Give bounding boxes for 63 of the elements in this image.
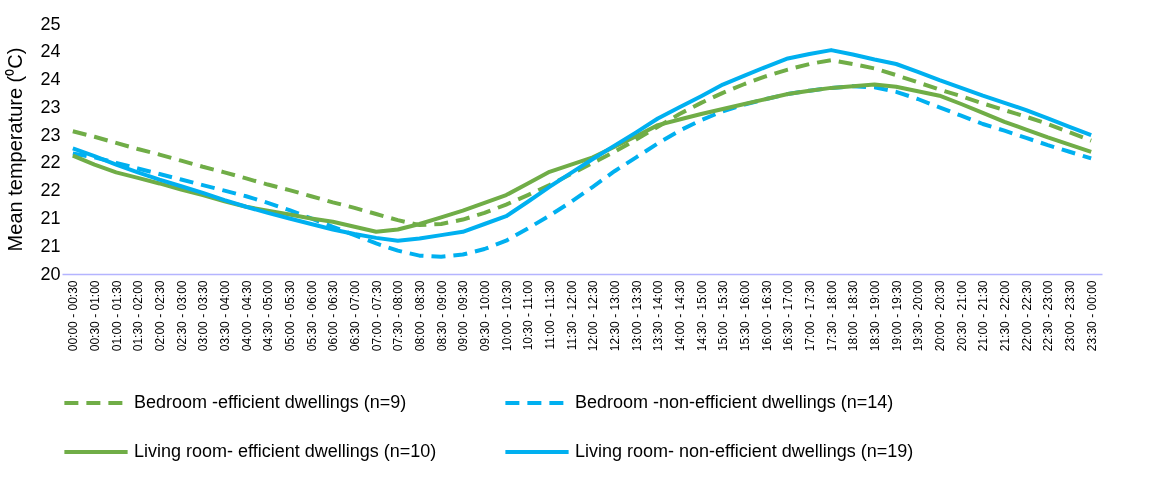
- x-tick-label: 23:00 - 23:30: [1063, 280, 1077, 352]
- x-tick-label: 17:00 - 17:30: [803, 280, 817, 352]
- x-tick-label: 14:00 - 14:30: [673, 280, 687, 352]
- x-tick-label: 12:30 - 13:00: [608, 280, 622, 352]
- x-tick-label: 09:30 - 10:00: [478, 280, 492, 352]
- y-tick-label: 20: [40, 263, 61, 284]
- y-axis-title: Mean temperature (⁰C): [4, 47, 27, 252]
- x-tick-label: 21:00 - 21:30: [976, 280, 991, 352]
- x-tick-label: 04:30 - 05:00: [261, 280, 276, 352]
- legend-label: Living room- non-efficient dwellings (n=19): [575, 441, 914, 461]
- x-tick-label: 08:00 - 08:30: [413, 280, 427, 352]
- x-tick-label: 15:00 - 15:30: [716, 280, 731, 352]
- x-tick-label: 10:30 - 11:00: [521, 280, 536, 351]
- x-tick-label: 18:30 - 19:00: [868, 280, 882, 352]
- x-tick-label: 13:00 - 13:30: [629, 280, 644, 352]
- x-tick-label: 07:30 - 08:00: [391, 280, 406, 352]
- x-tick-label: 02:00 - 02:30: [153, 280, 167, 352]
- x-tick-label: 11:30 - 12:00: [564, 280, 579, 351]
- x-tick-label: 21:30 - 22:00: [998, 280, 1012, 352]
- x-tick-label: 01:00 - 01:30: [109, 280, 124, 352]
- legend-label: Bedroom -non-efficient dwellings (n=14): [575, 392, 894, 412]
- x-tick-label: 23:30 - 00:00: [1084, 280, 1099, 352]
- y-tick-label: 24: [40, 69, 61, 90]
- x-tick-label: 09:00 - 09:30: [456, 280, 471, 352]
- x-tick-label: 04:00 - 04:30: [239, 280, 254, 352]
- x-tick-label: 18:00 - 18:30: [846, 280, 861, 352]
- x-tick-label: 20:00 - 20:30: [933, 280, 947, 352]
- y-tick-label: 22: [40, 180, 61, 201]
- x-tick-label: 22:30 - 23:00: [1041, 280, 1056, 352]
- x-tick-label: 17:30 - 18:00: [824, 280, 839, 352]
- x-tick-label: 11:00 - 11:30: [543, 280, 557, 350]
- x-tick-label: 10:00 - 10:30: [499, 280, 514, 352]
- x-tick-label: 14:30 - 15:00: [694, 280, 709, 352]
- x-tick-label: 06:30 - 07:00: [348, 280, 362, 352]
- x-tick-label: 05:00 - 05:30: [283, 280, 297, 352]
- x-tick-label: 03:00 - 03:30: [196, 280, 211, 352]
- x-tick-label: 13:30 - 14:00: [651, 280, 666, 352]
- x-tick-label: 20:30 - 21:00: [954, 280, 969, 352]
- y-tick-label: 23: [40, 124, 61, 145]
- y-tick-label: 22: [40, 152, 61, 173]
- y-tick-label: 24: [40, 41, 61, 62]
- x-tick-label: 12:00 - 12:30: [586, 280, 601, 352]
- legend-label: Bedroom -efficient dwellings (n=9): [134, 392, 407, 412]
- x-tick-label: 08:30 - 09:00: [434, 280, 449, 352]
- x-tick-label: 06:00 - 06:30: [326, 280, 341, 352]
- x-tick-label: 22:00 - 22:30: [1019, 280, 1034, 352]
- x-tick-label: 15:30 - 16:00: [738, 280, 752, 352]
- x-tick-label: 16:00 - 16:30: [759, 280, 774, 352]
- x-tick-label: 01:30 - 02:00: [131, 280, 146, 352]
- x-tick-label: 07:00 - 07:30: [369, 280, 384, 352]
- y-tick-label: 21: [40, 235, 61, 256]
- y-tick-label: 25: [40, 13, 61, 34]
- x-tick-label: 19:00 - 19:30: [889, 280, 904, 352]
- x-tick-label: 03:30 - 04:00: [218, 280, 232, 352]
- y-tick-label: 21: [40, 207, 61, 228]
- legend-label: Living room- efficient dwellings (n=10): [134, 441, 437, 461]
- x-tick-label: 00:00 - 00:30: [66, 280, 81, 352]
- y-tick-label: 23: [40, 96, 61, 117]
- x-tick-label: 16:30 - 17:00: [781, 280, 796, 352]
- x-tick-label: 05:30 - 06:00: [304, 280, 319, 352]
- x-tick-label: 19:30 - 20:00: [911, 280, 926, 352]
- x-tick-label: 02:30 - 03:00: [174, 280, 189, 352]
- x-tick-label: 00:30 - 01:00: [88, 280, 102, 352]
